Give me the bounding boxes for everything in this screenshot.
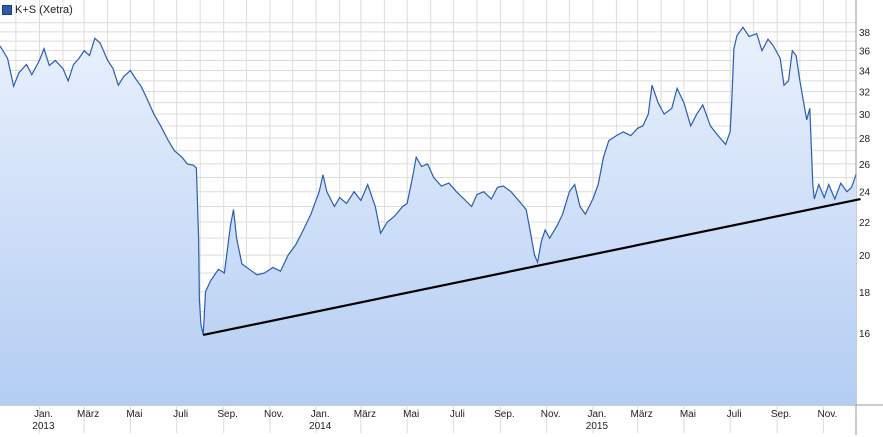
y-axis: 16 18 20 22 24 26 28 30 32 34 36 38	[859, 28, 871, 340]
x-tick-label: Sep.	[771, 409, 792, 420]
x-tick-label: Nov.	[541, 409, 561, 420]
x-tick-label: März	[354, 409, 376, 420]
trend-line	[202, 197, 861, 337]
y-tick-label: 22	[859, 218, 871, 229]
x-tick-label: Juli	[173, 409, 188, 420]
x-tick-year-label: 2013	[32, 421, 55, 432]
x-tick-label: März	[631, 409, 653, 420]
x-tick-label: Nov.	[817, 409, 837, 420]
y-tick-label: 26	[859, 160, 871, 171]
y-tick-label: 30	[859, 110, 871, 121]
x-tick-label: Jan.	[34, 409, 53, 420]
x-tick-year-label: 2014	[309, 421, 332, 432]
x-tick-label: März	[77, 409, 99, 420]
x-tick-label: Mai	[126, 409, 142, 420]
y-tick-label: 38	[859, 28, 871, 39]
x-tick-label: Nov.	[264, 409, 284, 420]
x-tick-label: Juli	[727, 409, 742, 420]
x-tick-label: Sep.	[217, 409, 238, 420]
legend-swatch	[2, 5, 12, 15]
x-tick-label: Mai	[403, 409, 419, 420]
y-tick-label: 18	[859, 288, 871, 299]
x-tick-label: Mai	[680, 409, 696, 420]
y-tick-label: 20	[859, 251, 871, 262]
y-tick-label: 28	[859, 134, 871, 145]
y-tick-label: 32	[859, 88, 871, 99]
x-tick-label: Sep.	[494, 409, 515, 420]
y-tick-label: 16	[859, 329, 871, 340]
x-tick-year-label: 2015	[586, 421, 609, 432]
x-tick-label: Jan.	[587, 409, 606, 420]
x-tick-label: Juli	[450, 409, 465, 420]
x-tick-label: Jan.	[311, 409, 330, 420]
price-area	[0, 27, 856, 406]
y-tick-label: 34	[859, 67, 871, 78]
legend: K+S (Xetra)	[2, 4, 73, 16]
y-tick-label: 36	[859, 47, 871, 58]
legend-label: K+S (Xetra)	[15, 4, 73, 16]
y-tick-label: 24	[859, 188, 871, 199]
price-line	[0, 26, 857, 336]
